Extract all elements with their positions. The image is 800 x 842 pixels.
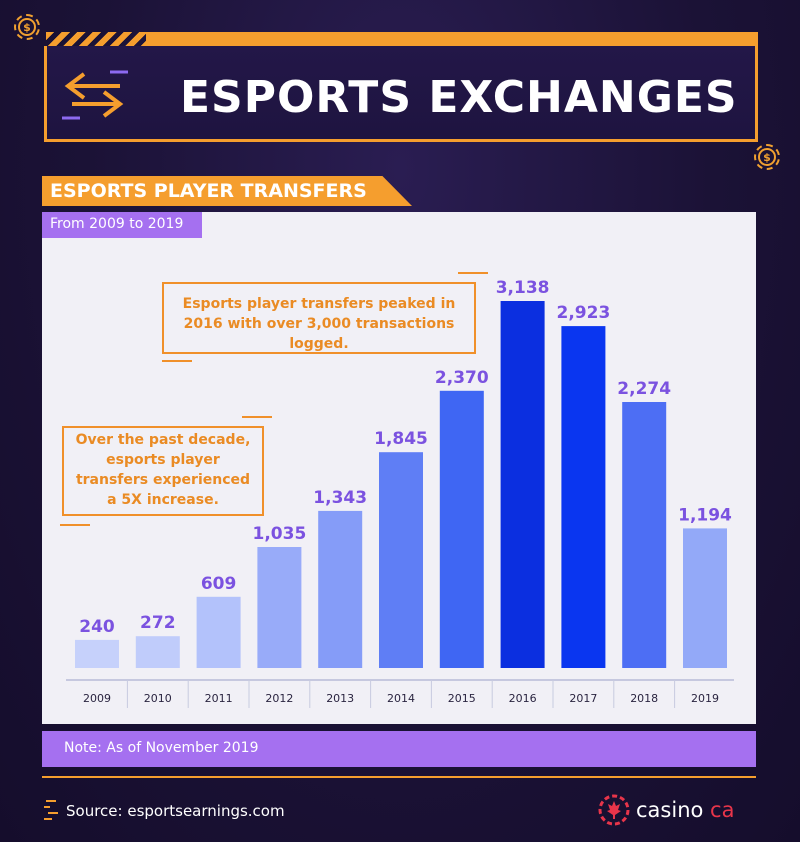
peak-annotation: Esports player transfers peaked in 2016 … [162,272,488,362]
source-text: Source: esportsearnings.com [66,802,285,820]
x-tick-label-2011: 2011 [205,692,233,705]
bar-2013 [318,510,363,668]
x-tick-label-2018: 2018 [630,692,658,705]
subtitle-tag: From 2009 to 2019 [42,212,202,238]
logo-suffix: ca [710,798,735,822]
header-panel [44,46,758,142]
bar-2010 [135,636,180,668]
x-tick-label-2017: 2017 [569,692,597,705]
value-label-2011: 609 [201,574,237,594]
value-label-2009: 240 [79,617,115,637]
x-tick-label-2012: 2012 [265,692,293,705]
note-text: Note: As of November 2019 [64,740,259,756]
logo-text: casino ca [636,798,734,822]
value-label-2014: 1,845 [374,429,428,449]
exchange-arrows-icon [62,70,128,120]
x-tick-label-2015: 2015 [448,692,476,705]
value-label-2019: 1,194 [678,505,732,525]
value-label-2018: 2,274 [617,379,671,399]
page-title: ESPORTS EXCHANGES [180,72,738,123]
dollar-coin-icon: $ [14,14,40,40]
dollar-coin-icon: $ [754,144,780,170]
x-tick-label-2016: 2016 [509,692,537,705]
decade-annotation: Over the past decade, esports player tra… [60,416,272,526]
x-tick-label-2010: 2010 [144,692,172,705]
chart-subtitle: From 2009 to 2019 [50,216,184,232]
bar-2017 [561,326,606,668]
bar-2018 [622,402,667,668]
logo-name: casino [636,798,704,822]
annotation-cap [60,524,90,526]
decade-annotation-text: Over the past decade, esports player tra… [75,432,251,508]
annotation-cap [458,272,488,274]
annotation-cap [242,416,272,418]
value-label-2012: 1,035 [253,524,307,544]
header-stripes [46,32,146,48]
value-label-2013: 1,343 [313,488,367,508]
bar-2014 [379,452,423,668]
peak-annotation-text: Esports player transfers peaked in 2016 … [182,296,456,352]
footer-divider [42,776,756,778]
casino-ca-logo: casino ca [598,794,734,826]
bar-2015 [439,390,484,668]
annotation-cap [162,360,192,362]
x-tick-label-2014: 2014 [387,692,415,705]
header-bar [146,32,758,48]
value-label-2010: 272 [140,613,176,633]
bar-2019 [683,528,727,668]
x-tick-label-2013: 2013 [326,692,354,705]
bar-2011 [196,596,241,668]
section-title-tag: ESPORTS PLAYER TRANSFERS [42,176,412,206]
value-label-2017: 2,923 [557,303,611,323]
value-label-2016: 3,138 [496,278,550,298]
note-bar: Note: As of November 2019 [42,731,756,767]
x-tick-label-2009: 2009 [83,692,111,705]
bar-2012 [257,547,302,668]
maple-leaf-icon [598,794,630,826]
chart-title: ESPORTS PLAYER TRANSFERS [50,180,367,202]
bar-2016 [500,301,545,668]
source-lines-icon [44,800,58,820]
value-label-2015: 2,370 [435,368,489,388]
x-tick-label-2019: 2019 [691,692,719,705]
bar-2009 [75,639,119,668]
